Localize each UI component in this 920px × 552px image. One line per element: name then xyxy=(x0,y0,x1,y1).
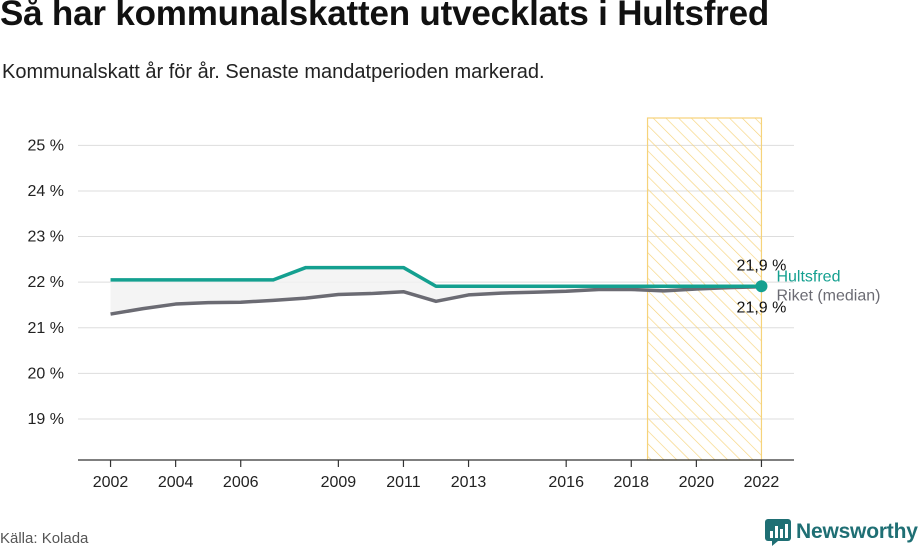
x-tick-label: 2009 xyxy=(321,474,357,491)
y-tick-label: 21 % xyxy=(28,320,64,337)
y-tick-label: 25 % xyxy=(28,137,64,154)
series-line-riket xyxy=(110,284,762,316)
y-tick-label: 19 % xyxy=(28,411,64,428)
series-label-hultsfred: Hultsfred xyxy=(776,268,840,285)
series-gap-area xyxy=(110,267,762,315)
y-tick-label: 24 % xyxy=(28,183,64,200)
brand-name: Newsworthy xyxy=(796,520,918,543)
x-tick-label: 2022 xyxy=(744,474,780,491)
chart-title: Så har kommunalskatten utvecklats i Hult… xyxy=(0,0,770,33)
brand-logo: Newsworthy xyxy=(764,518,918,546)
x-tick-label: 2004 xyxy=(158,474,194,491)
source-note: Källa: Kolada xyxy=(0,530,89,547)
series-label-riket: Riket (median) xyxy=(776,288,880,305)
x-tick-label: 2020 xyxy=(679,474,715,491)
x-tick-label: 2011 xyxy=(386,474,421,491)
x-tick-label: 2006 xyxy=(223,474,259,491)
y-tick-label: 22 % xyxy=(28,274,64,291)
newsworthy-logo-icon xyxy=(765,519,791,546)
x-tick-label: 2013 xyxy=(451,474,487,491)
x-tick-label: 2018 xyxy=(613,474,649,491)
x-tick-label: 2016 xyxy=(548,474,584,491)
value-label-riket: 21,9 % xyxy=(737,300,787,317)
value-label-hultsfred: 21,9 % xyxy=(737,257,787,274)
chart-subtitle: Kommunalskatt år för år. Senaste mandatp… xyxy=(2,61,545,83)
y-tick-label: 23 % xyxy=(28,229,64,246)
series-line-hultsfred xyxy=(110,265,762,289)
end-point-hultsfred xyxy=(755,280,768,293)
y-tick-label: 20 % xyxy=(28,365,64,382)
line-chart: 19 % 20 % 21 % 22 % 23 % 24 % 25 % 21,9 % 21,9 %… xyxy=(28,117,880,491)
x-tick-label: 2002 xyxy=(93,474,129,491)
